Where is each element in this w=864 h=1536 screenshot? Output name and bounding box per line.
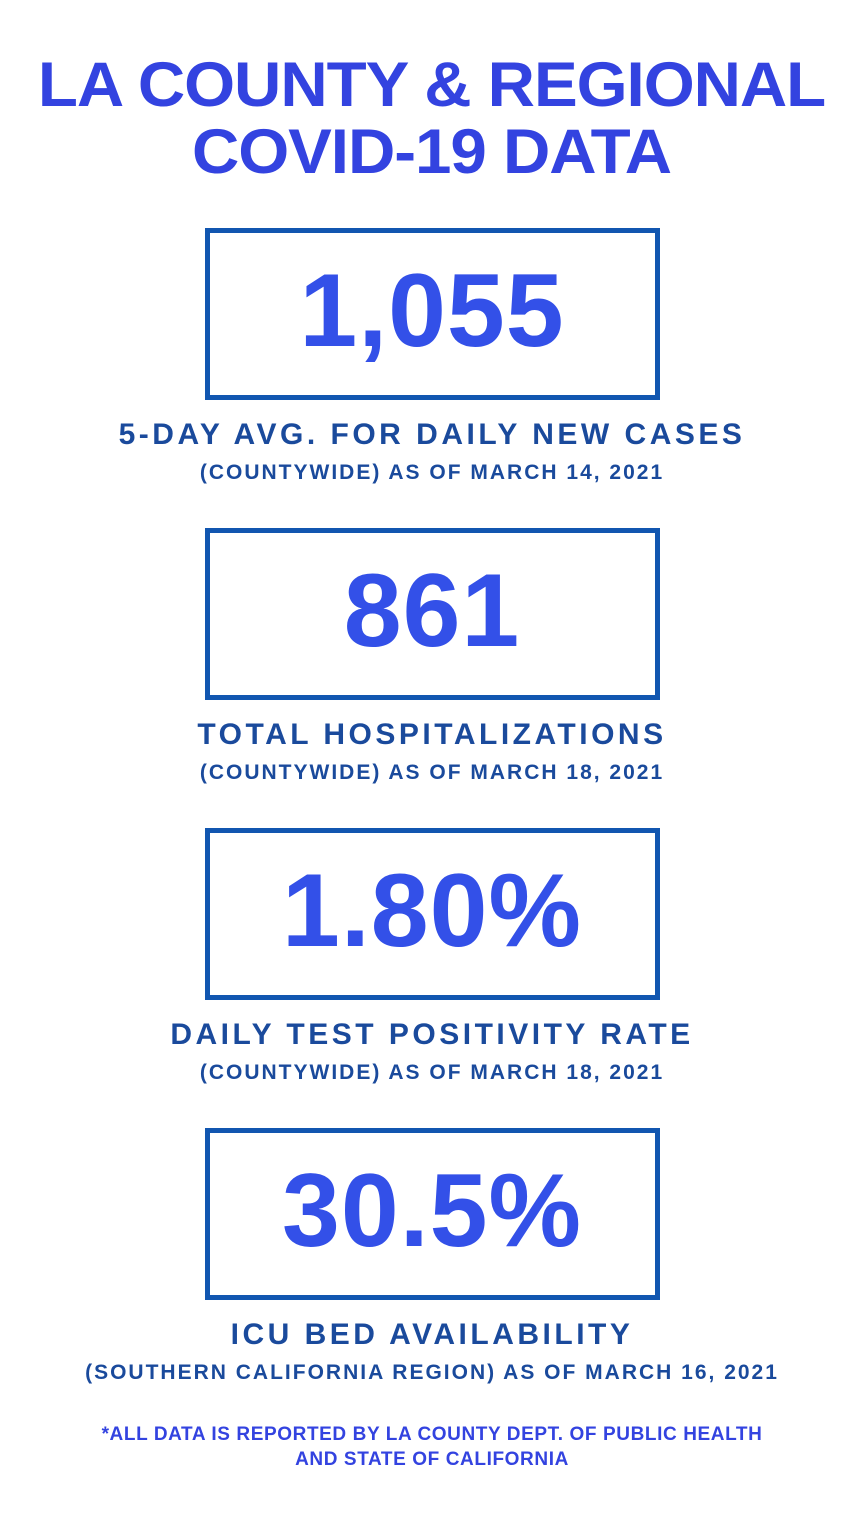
stat-label: 5-DAY AVG. FOR DAILY NEW CASES [118, 417, 746, 451]
stat-label: TOTAL HOSPITALIZATIONS [197, 717, 667, 751]
stat-value-box: 1,055 [204, 227, 660, 400]
stat-section-icu-bed-availability: 30.5% ICU BED AVAILABILITY (SOUTHERN CAL… [85, 1127, 779, 1385]
stat-value: 861 [343, 552, 521, 669]
stat-detail: (COUNTYWIDE) AS OF MARCH 18, 2021 [199, 760, 665, 784]
stat-value-box: 30.5% [204, 1127, 660, 1300]
page-title: LA COUNTY & REGIONAL COVID-19 DATA [38, 50, 826, 187]
stat-detail: (COUNTYWIDE) AS OF MARCH 18, 2021 [199, 1060, 665, 1084]
stat-value: 30.5% [282, 1152, 582, 1269]
data-source-note-line1: *ALL DATA IS REPORTED BY LA COUNTY DEPT.… [101, 1423, 763, 1445]
stat-detail: (SOUTHERN CALIFORNIA REGION) AS OF MARCH… [85, 1360, 779, 1384]
page-title-line2: COVID-19 DATA [192, 116, 672, 187]
stat-section-test-positivity-rate: 1.80% DAILY TEST POSITIVITY RATE (COUNTY… [170, 827, 694, 1085]
page-title-line1: LA COUNTY & REGIONAL [38, 50, 826, 120]
stat-value-box: 861 [204, 527, 660, 700]
stat-section-total-hospitalizations: 861 TOTAL HOSPITALIZATIONS (COUNTYWIDE) … [197, 527, 667, 785]
stat-label: ICU BED AVAILABILITY [230, 1317, 634, 1351]
stat-value: 1,055 [299, 252, 565, 369]
stat-section-daily-new-cases: 1,055 5-DAY AVG. FOR DAILY NEW CASES (CO… [118, 227, 746, 485]
data-source-note-line2: AND STATE OF CALIFORNIA [295, 1449, 569, 1471]
stat-value-box: 1.80% [204, 827, 660, 1000]
stat-value: 1.80% [282, 852, 582, 969]
stat-detail: (COUNTYWIDE) AS OF MARCH 14, 2021 [199, 460, 665, 484]
data-source-note: *ALL DATA IS REPORTED BY LA COUNTY DEPT.… [102, 1422, 763, 1473]
stat-label: DAILY TEST POSITIVITY RATE [170, 1017, 694, 1051]
